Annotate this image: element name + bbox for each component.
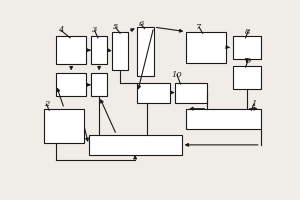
- Text: 3: 3: [92, 26, 97, 34]
- Bar: [56, 36, 86, 64]
- Bar: [89, 135, 182, 155]
- Bar: [186, 109, 261, 129]
- Text: 9: 9: [245, 57, 250, 65]
- Bar: [175, 83, 207, 103]
- Bar: [186, 32, 226, 62]
- Bar: [137, 27, 154, 76]
- Bar: [233, 36, 261, 59]
- Text: 6: 6: [138, 20, 144, 28]
- Text: 4: 4: [58, 26, 63, 34]
- Bar: [44, 109, 84, 143]
- Bar: [91, 73, 107, 96]
- Bar: [233, 66, 261, 89]
- Text: 7: 7: [196, 23, 202, 31]
- Bar: [56, 73, 86, 96]
- Text: 5: 5: [113, 23, 118, 31]
- Text: 10: 10: [172, 71, 182, 79]
- Bar: [137, 83, 170, 103]
- Text: 1: 1: [251, 100, 256, 108]
- Bar: [91, 36, 107, 64]
- Text: 8: 8: [245, 28, 250, 36]
- Text: 2: 2: [44, 100, 49, 108]
- Bar: [112, 32, 128, 70]
